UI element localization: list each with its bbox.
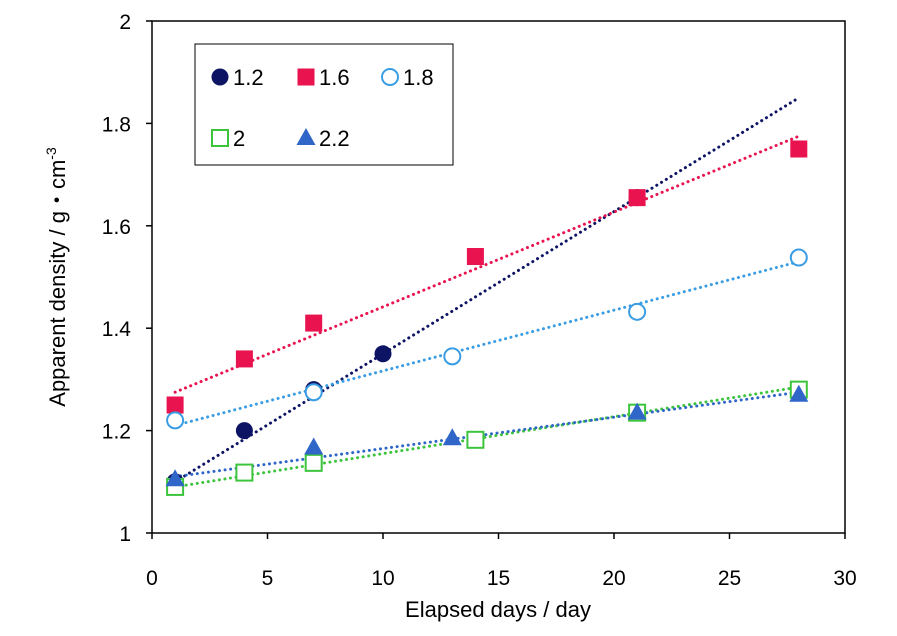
legend-label: 1.8 <box>403 65 434 90</box>
y-tick-label: 1.2 <box>102 421 131 444</box>
data-point-1-6 <box>305 314 323 332</box>
legend-box <box>194 43 454 166</box>
data-point-1-8 <box>443 347 462 366</box>
legend-label: 1.2 <box>233 65 264 90</box>
x-tick-label: 25 <box>718 567 741 590</box>
legend-marker-1-6 <box>297 68 315 86</box>
trendline-layer <box>173 96 801 489</box>
x-axis-ticks: 0 5 10 15 20 25 30 <box>146 533 857 590</box>
data-point-2 <box>304 453 323 472</box>
legend-label: 1.6 <box>319 65 350 90</box>
trendline-1-2 <box>173 96 801 484</box>
legend-label: 2.2 <box>319 126 350 151</box>
y-tick-label: 1.4 <box>102 318 132 341</box>
y-axis-title: Apparent density / g・cm-3 <box>43 147 70 407</box>
data-point-1-8 <box>789 248 808 267</box>
x-axis-title: Elapsed days / day <box>405 597 591 622</box>
x-tick-label: 15 <box>487 567 510 590</box>
data-point-2-2 <box>442 428 462 446</box>
legend-marker-1-8 <box>381 68 399 86</box>
y-tick-label: 2 <box>119 11 131 34</box>
data-point-1-6 <box>166 396 184 414</box>
y-tick-label: 1.6 <box>102 216 131 239</box>
x-tick-label: 30 <box>833 567 856 590</box>
data-point-2-2 <box>627 402 647 420</box>
legend: 1.2 1.6 1.8 2 2.2 <box>194 43 454 166</box>
data-point-1-6 <box>628 189 646 207</box>
trendline-2 <box>173 385 801 489</box>
trendline-1-8 <box>173 260 801 427</box>
y-axis-title-main: Apparent density / g・cm <box>45 160 70 407</box>
y-axis-ticks: 1 1.2 1.4 1.6 1.8 2 <box>102 11 152 546</box>
data-point-1-8 <box>304 383 323 402</box>
data-point-2 <box>466 430 485 449</box>
data-point-1-2 <box>235 422 253 440</box>
x-tick-label: 10 <box>371 567 394 590</box>
marker-layer <box>165 140 809 496</box>
legend-marker-2-2 <box>296 128 316 145</box>
y-axis-title-superscript: -3 <box>43 147 59 160</box>
legend-label: 2 <box>233 126 245 151</box>
data-point-1-6 <box>790 140 808 158</box>
trendline-2-2 <box>173 390 801 479</box>
data-point-2 <box>235 463 254 482</box>
data-point-1-8 <box>628 302 647 321</box>
data-point-1-6 <box>235 350 253 368</box>
data-point-1-2 <box>374 345 392 363</box>
legend-marker-2 <box>211 129 229 147</box>
data-point-1-6 <box>466 248 484 266</box>
data-point-2-2 <box>789 384 809 402</box>
x-tick-label: 0 <box>146 567 158 590</box>
trendline-1-6 <box>173 134 801 394</box>
legend-marker-1-2 <box>211 68 229 86</box>
x-tick-label: 5 <box>262 567 274 590</box>
y-tick-label: 1 <box>119 523 131 546</box>
y-tick-label: 1.8 <box>102 113 131 136</box>
data-point-2-2 <box>165 469 185 487</box>
data-point-1-8 <box>166 411 185 430</box>
data-point-2-2 <box>304 437 324 455</box>
x-tick-label: 20 <box>602 567 625 590</box>
